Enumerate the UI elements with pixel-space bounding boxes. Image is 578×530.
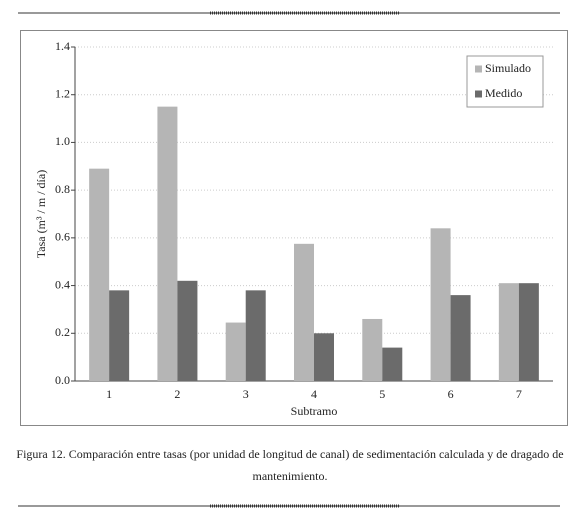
caption-box: Figura 12. Comparación entre tasas (por … <box>16 447 564 483</box>
x-tick-label: 2 <box>174 387 180 401</box>
x-axis-label: Subtramo <box>291 404 338 418</box>
y-tick-label: 1.2 <box>55 86 70 100</box>
bar <box>430 228 451 381</box>
bar <box>362 318 383 381</box>
bar <box>498 283 519 381</box>
x-tick-label: 4 <box>311 387 317 401</box>
legend-label: Medido <box>485 86 522 100</box>
y-tick-label: 0.2 <box>55 325 70 339</box>
bar <box>89 168 110 381</box>
bar <box>518 283 539 381</box>
chart-frame <box>20 30 568 426</box>
y-tick-label: 0.4 <box>55 277 70 291</box>
bar <box>177 280 198 381</box>
bar <box>314 333 334 381</box>
bar <box>157 106 178 382</box>
bar <box>382 347 403 381</box>
x-tick-label: 3 <box>243 387 249 401</box>
legend-box <box>466 55 544 108</box>
y-axis-label: Tasa (m³ / m / día) <box>34 170 48 258</box>
bar <box>225 322 246 381</box>
x-tick-label: 1 <box>106 387 112 401</box>
y-tick-label: 0.0 <box>55 373 70 387</box>
bar <box>450 295 471 381</box>
x-tick-label: 5 <box>379 387 385 401</box>
y-tick-label: 1.0 <box>55 134 70 148</box>
bar <box>245 290 266 381</box>
y-tick-label: 0.6 <box>55 230 70 244</box>
legend-swatch <box>475 90 482 98</box>
bar <box>109 290 130 381</box>
caption: Figura 12. Comparación entre tasas (por … <box>16 447 564 483</box>
legend-swatch <box>475 65 482 73</box>
legend-label: Simulado <box>485 61 531 75</box>
bar <box>294 243 314 381</box>
x-tick-label: 7 <box>516 387 522 401</box>
y-tick-label: 0.8 <box>55 182 70 196</box>
x-tick-label: 6 <box>448 387 454 401</box>
y-tick-label: 1.4 <box>55 39 70 53</box>
